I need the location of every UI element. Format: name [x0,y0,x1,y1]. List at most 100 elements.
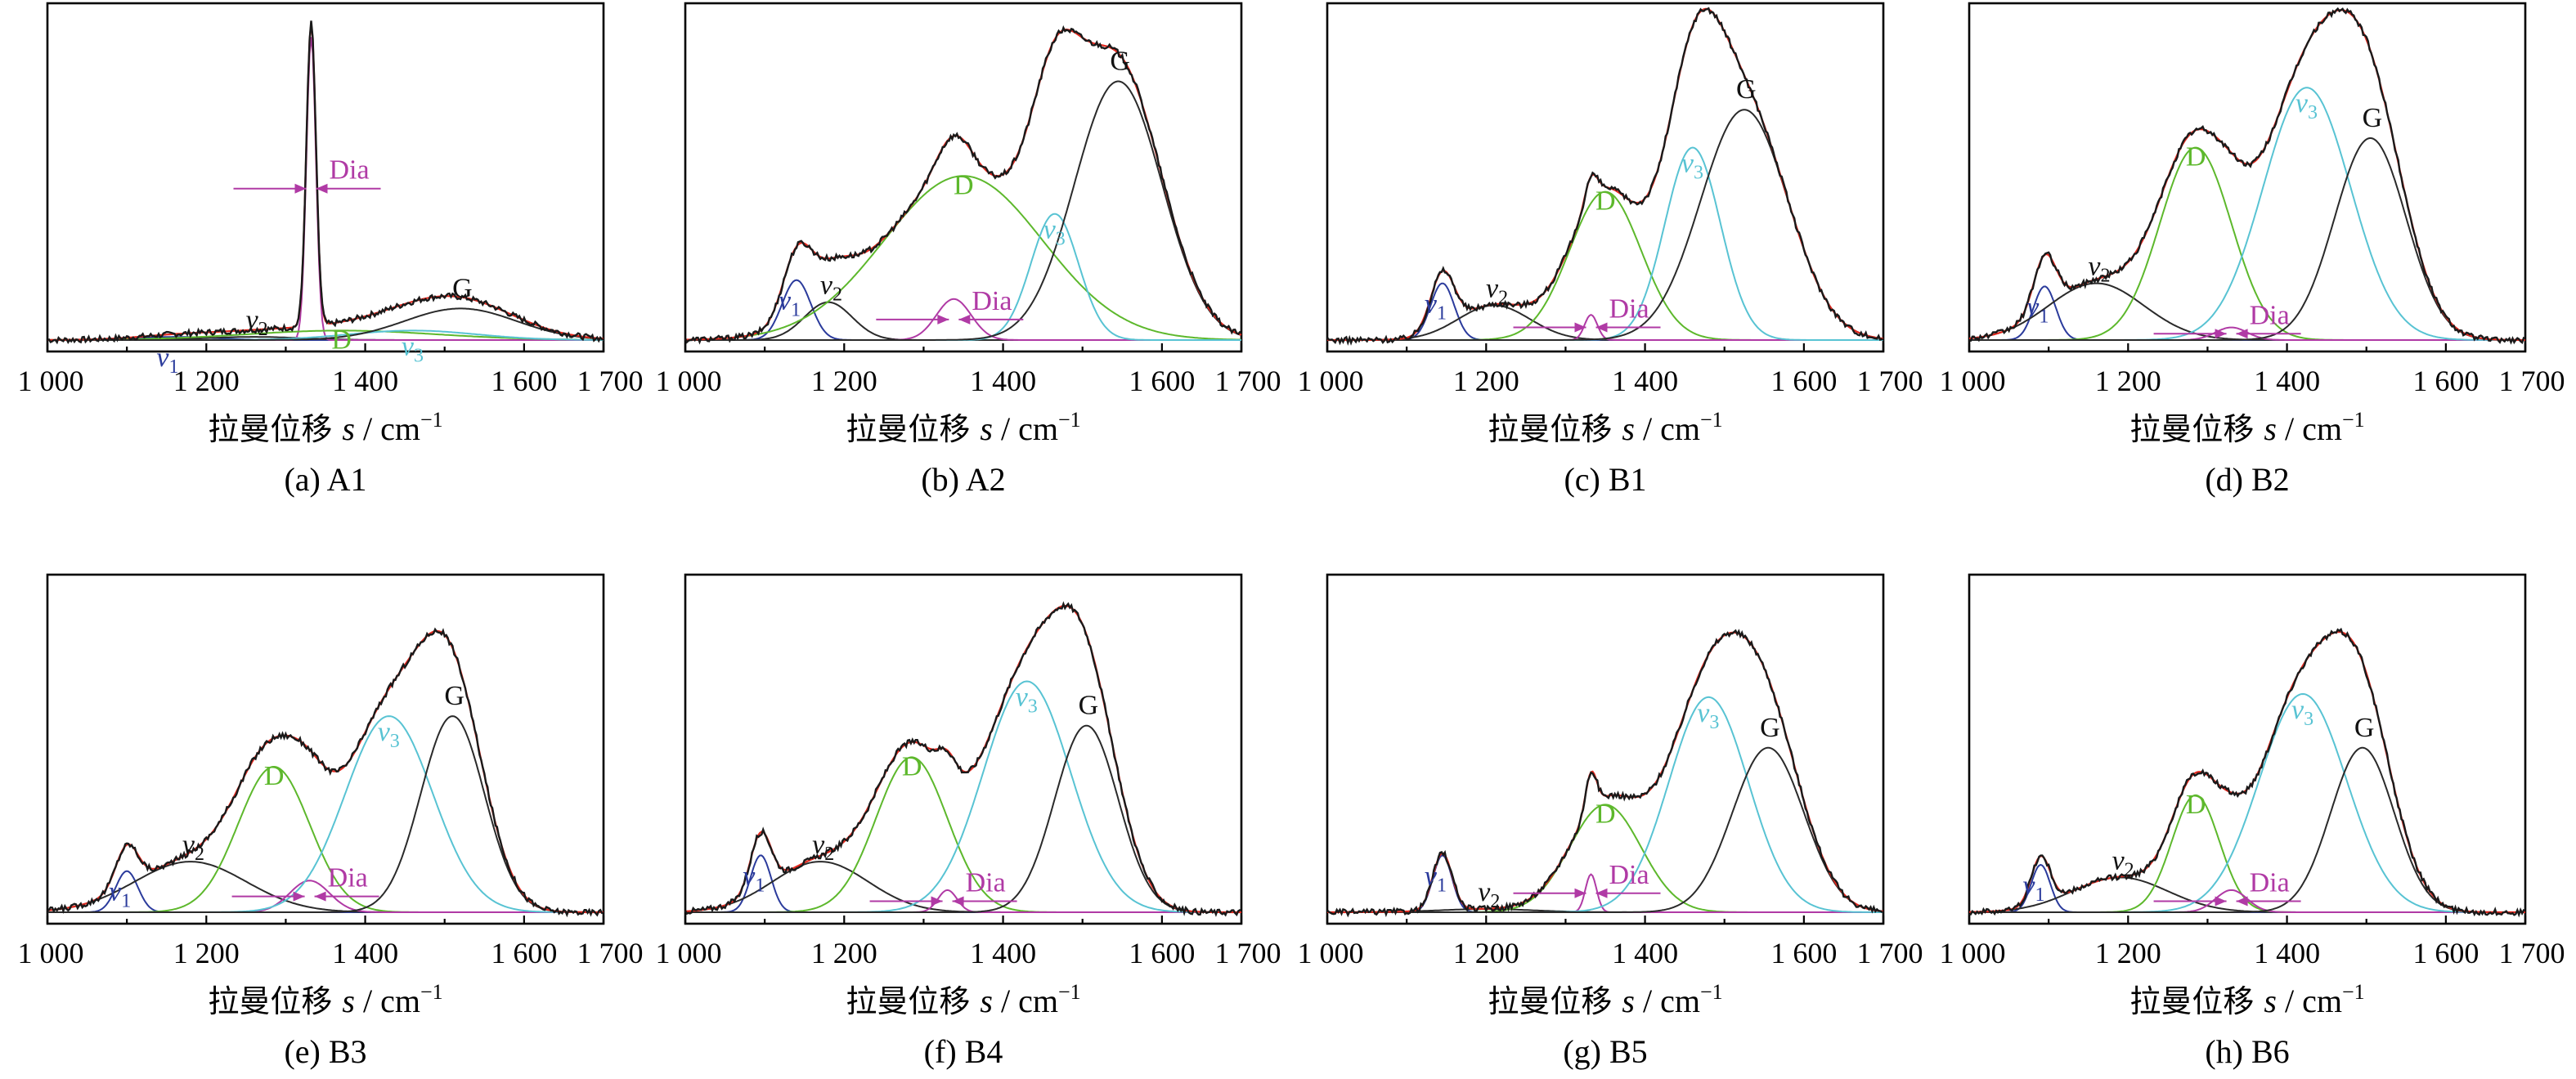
panel-A2: 1 000 1 200 1 400 1 600 1 700 拉曼位移 s / cm−1 (b… [656,2,1281,498]
dia-arrowhead-left [931,896,943,907]
x-tick-label: 1 400 [970,365,1036,397]
band-D [684,175,1242,341]
x-axis-label: 拉曼位移 s / cm−1 [2129,408,2364,447]
label-v1: v1 [1425,861,1447,896]
x-tick-label: 1 200 [1453,365,1519,397]
x-tick-label: 1 000 [18,365,84,397]
label-v3: v3 [1043,215,1066,250]
panel-caption: (d) B2 [2205,461,2289,498]
fitted-spectrum [684,604,1241,914]
raw-spectrum [684,25,1242,345]
x-tick-label: 1 600 [491,937,557,969]
x-axis-label: 拉曼位移 s / cm−1 [208,408,442,447]
fitted-spectrum [47,23,604,341]
panel-B5: 1 000 1 200 1 400 1 600 1 700 拉曼位移 s / cm−1 (g… [1298,573,1923,1070]
x-tick-label: 1 600 [1129,937,1195,969]
x-tick-label: 1 600 [1770,365,1837,397]
fitted-spectrum [1327,7,1884,342]
label-v3: v3 [378,717,400,752]
label-D: D [2186,142,2206,172]
label-v1: v1 [109,877,131,912]
plot-frame [1968,573,2527,925]
band-v2 [1969,876,2525,913]
band-G [685,724,1241,913]
x-axis-label: 拉曼位移 s / cm−1 [846,408,1080,447]
dia-arrowhead-right [316,183,328,194]
dia-arrowhead-right [1595,888,1608,898]
label-v2: v2 [2088,252,2110,287]
x-axis-label: 拉曼位移 s / cm−1 [1488,980,1722,1019]
raw-spectrum [1968,627,2526,918]
dia-arrowhead-left [293,891,305,902]
x-tick-label: 1 700 [1857,365,1923,397]
dia-arrowhead-right [952,896,964,907]
band-G [685,80,1242,341]
label-v3: v3 [2291,695,2313,730]
label-G: G [1736,74,1757,105]
label-v2: v2 [820,271,842,306]
panel-caption: (h) B6 [2205,1033,2289,1070]
band-v3 [685,680,1241,913]
band-v3 [1327,146,1883,341]
x-tick-label: 1 000 [1940,365,2006,397]
panel-B3: 1 000 1 200 1 400 1 600 1 700 拉曼位移 s / cm−1 (e… [18,573,644,1070]
x-tick-label: 1 400 [332,937,398,969]
plot-frame [1326,2,1885,353]
label-v1: v1 [2026,292,2049,327]
label-v1: v1 [1425,289,1447,325]
panel-caption: (b) A2 [921,461,1005,498]
label-v2: v2 [2112,845,2134,880]
x-tick-label: 1 400 [970,937,1036,969]
fitted-spectrum [1968,9,2525,342]
x-tick-label: 1 200 [2095,937,2161,969]
x-axis-label: 拉曼位移 s / cm−1 [1488,408,1722,447]
plot-frame [1968,2,2527,353]
band-G [1327,109,1884,341]
raw-spectrum [47,20,604,345]
x-tick-label: 1 700 [1215,937,1281,969]
x-tick-label: 1 600 [2412,365,2479,397]
plot-frame [684,2,1243,353]
band-v1 [1327,282,1883,341]
label-D: D [1595,186,1616,217]
x-tick-label: 1 200 [811,365,877,397]
x-tick-label: 1 400 [1612,365,1678,397]
dia-arrowhead-left [2215,329,2227,339]
raw-spectrum [1968,7,2526,345]
x-tick-label: 1 000 [656,937,722,969]
label-v3: v3 [2296,88,2318,123]
panel-caption: (c) B1 [1564,461,1646,498]
band-v1 [685,279,1241,341]
x-axis-label: 拉曼位移 s / cm−1 [846,980,1080,1019]
x-tick-label: 1 400 [2254,365,2320,397]
x-tick-label: 1 200 [1453,937,1519,969]
label-v3: v3 [1016,682,1038,717]
x-tick-label: 1 000 [1298,365,1364,397]
label-Dia: Dia [966,867,1006,898]
label-v2: v2 [1486,274,1508,309]
band-v2 [1327,304,1883,341]
label-D: D [2186,790,2206,820]
x-tick-label: 1 000 [18,937,84,969]
x-tick-label: 1 600 [2412,937,2479,969]
panel-A1: 1 000 1 200 1 400 1 600 1 700 拉曼位移 s / cm−1 (a… [18,2,644,498]
x-tick-label: 1 600 [1770,937,1837,969]
dia-arrowhead-right [2236,896,2248,907]
label-v1: v1 [156,343,178,378]
label-Dia: Dia [330,155,370,186]
panel-B4: 1 000 1 200 1 400 1 600 1 700 拉曼位移 s / cm−1 (f… [656,573,1281,1070]
x-tick-label: 1 600 [1129,365,1195,397]
fitted-spectrum [47,629,604,914]
label-G: G [444,681,464,711]
label-Dia: Dia [1609,294,1649,325]
panel-B2: 1 000 1 200 1 400 1 600 1 700 拉曼位移 s / cm−1 (d… [1940,2,2565,498]
label-G: G [2363,103,2383,133]
band-G [1969,746,2525,913]
raw-spectrum [1326,7,1884,347]
x-tick-label: 1 400 [332,365,398,397]
label-v3: v3 [1697,698,1719,733]
x-tick-label: 1 700 [577,937,644,969]
x-tick-label: 1 200 [173,937,240,969]
label-Dia: Dia [972,286,1012,316]
